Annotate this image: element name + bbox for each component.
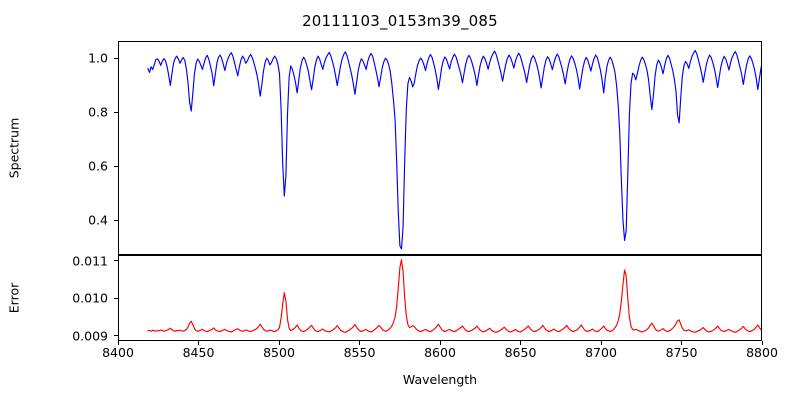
error-ytick-label: 0.010 xyxy=(72,290,108,306)
x-tick-label: 8700 xyxy=(585,345,617,360)
x-tick-label: 8750 xyxy=(665,345,698,360)
x-tick-label: 8550 xyxy=(343,345,376,360)
x-tick-label: 8650 xyxy=(504,345,537,360)
error-line-series xyxy=(119,256,761,340)
x-tick xyxy=(198,341,200,345)
x-tick xyxy=(600,341,602,345)
x-tick-label: 8450 xyxy=(182,345,215,360)
x-tick-label: 8500 xyxy=(263,345,295,360)
x-tick xyxy=(278,341,280,345)
x-tick xyxy=(117,341,119,345)
x-tick xyxy=(439,341,441,345)
error-ytick xyxy=(114,335,118,337)
spectrum-ytick-label: 0.6 xyxy=(88,158,108,174)
x-tick xyxy=(761,341,763,345)
error-ytick xyxy=(114,260,118,262)
spectrum-ytick xyxy=(114,57,118,60)
spectrum-line-series xyxy=(119,42,761,254)
spectrum-ytick xyxy=(114,219,118,221)
spectrum-ytick xyxy=(114,165,118,167)
x-tick-label: 8400 xyxy=(102,345,134,360)
spectrum-plot-area xyxy=(118,41,762,255)
spectrum-ytick-label: 1.0 xyxy=(88,50,108,66)
x-axis-label: Wavelength xyxy=(402,372,478,387)
spectrum-ytick-label: 0.8 xyxy=(88,104,108,120)
error-ytick xyxy=(114,297,118,299)
spectrum-ytick xyxy=(114,111,118,113)
x-tick xyxy=(681,341,683,345)
x-tick-label: 8600 xyxy=(424,345,456,360)
spectrum-ytick-label: 0.4 xyxy=(88,212,108,228)
error-plot-area xyxy=(118,255,762,341)
error-ytick-label: 0.011 xyxy=(72,253,108,269)
x-tick xyxy=(359,341,361,345)
page-title: 20111103_0153m39_085 xyxy=(302,12,498,30)
x-tick xyxy=(520,341,522,345)
x-tick-label: 8800 xyxy=(746,345,778,360)
error-ytick-label: 0.009 xyxy=(72,328,108,344)
